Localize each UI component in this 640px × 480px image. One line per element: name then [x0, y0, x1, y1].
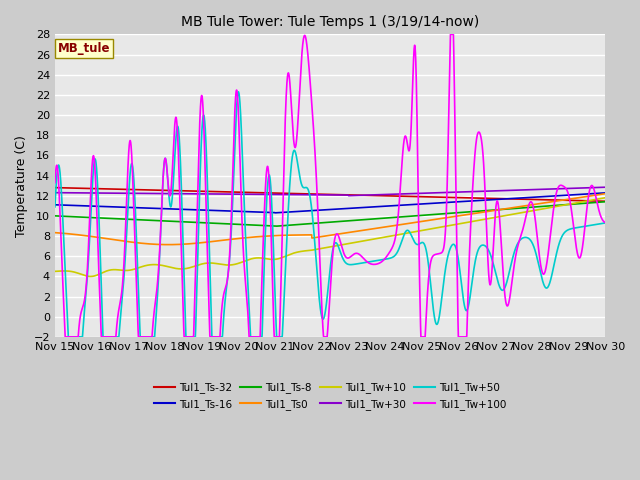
Tul1_Tw+10 — [602, 195, 609, 201]
Line: Tul1_Ts0: Tul1_Ts0 — [55, 193, 605, 245]
Tul1_Ts-8 — [532, 204, 540, 210]
Tul1_Tw+10 — [114, 267, 122, 273]
Tul1_Ts0 — [532, 202, 540, 207]
Tul1_Tw+30 — [114, 190, 122, 196]
Tul1_Ts-16 — [602, 190, 609, 196]
Tul1_Tw+100 — [51, 180, 59, 185]
Tul1_Ts-32 — [591, 198, 598, 204]
Tul1_Ts-32 — [531, 197, 539, 203]
Line: Tul1_Ts-32: Tul1_Ts-32 — [55, 188, 605, 201]
Tul1_Tw+100 — [114, 313, 122, 319]
Tul1_Tw+10 — [532, 207, 540, 213]
Tul1_Ts-16 — [271, 210, 279, 216]
Tul1_Ts-8 — [286, 222, 294, 228]
Tul1_Tw+100 — [447, 32, 454, 37]
Tul1_Ts-16 — [591, 191, 598, 196]
Tul1_Tw+30 — [602, 184, 609, 190]
Tul1_Ts-16 — [262, 209, 270, 215]
Line: Tul1_Tw+30: Tul1_Tw+30 — [55, 187, 605, 196]
Tul1_Tw+30 — [51, 190, 59, 195]
Line: Tul1_Tw+10: Tul1_Tw+10 — [55, 198, 605, 276]
Tul1_Tw+50 — [262, 204, 270, 210]
Tul1_Tw+50 — [51, 204, 59, 210]
Tul1_Tw+100 — [591, 190, 599, 196]
Tul1_Ts-32 — [51, 185, 59, 191]
Tul1_Ts-32 — [602, 198, 609, 204]
Tul1_Tw+50 — [114, 334, 122, 340]
Tul1_Ts0 — [286, 232, 294, 238]
Tul1_Ts-32 — [262, 190, 270, 196]
Tul1_Ts-16 — [51, 202, 59, 208]
Tul1_Ts0 — [147, 241, 154, 247]
Tul1_Ts0 — [114, 237, 122, 243]
Tul1_Tw+50 — [147, 334, 154, 340]
Tul1_Ts0 — [262, 233, 270, 239]
Tul1_Ts-16 — [114, 204, 122, 210]
Tul1_Tw+100 — [602, 220, 609, 226]
Tul1_Tw+100 — [286, 83, 294, 88]
Tul1_Tw+30 — [591, 185, 598, 191]
Tul1_Tw+50 — [591, 222, 599, 228]
Tul1_Ts-8 — [262, 223, 270, 228]
Line: Tul1_Ts-16: Tul1_Ts-16 — [55, 193, 605, 213]
Tul1_Tw+30 — [147, 191, 154, 196]
Tul1_Tw+100 — [61, 334, 69, 340]
Tul1_Tw+50 — [286, 175, 294, 181]
Tul1_Tw+10 — [86, 274, 94, 279]
Tul1_Tw+30 — [262, 192, 270, 197]
Line: Tul1_Tw+50: Tul1_Tw+50 — [55, 92, 605, 337]
Tul1_Tw+100 — [147, 334, 154, 340]
Tul1_Ts-8 — [147, 217, 154, 223]
Tul1_Ts-8 — [114, 216, 122, 222]
Tul1_Ts-16 — [532, 194, 540, 200]
Tul1_Ts0 — [602, 191, 609, 196]
Tul1_Tw+100 — [532, 220, 540, 226]
Tul1_Ts-32 — [286, 191, 294, 196]
Tul1_Tw+10 — [591, 197, 598, 203]
Tul1_Tw+50 — [602, 220, 609, 226]
Tul1_Tw+50 — [65, 334, 72, 340]
Tul1_Ts-16 — [147, 205, 154, 211]
Tul1_Tw+10 — [286, 252, 294, 257]
Y-axis label: Temperature (C): Temperature (C) — [15, 135, 28, 237]
Tul1_Tw+30 — [532, 187, 540, 192]
Tul1_Ts0 — [591, 192, 598, 198]
Tul1_Ts-8 — [271, 223, 279, 229]
Tul1_Tw+50 — [532, 250, 540, 255]
Tul1_Tw+10 — [147, 262, 154, 268]
Tul1_Tw+30 — [286, 192, 294, 197]
Tul1_Ts-32 — [114, 186, 122, 192]
Tul1_Tw+10 — [51, 268, 59, 274]
Tul1_Ts-32 — [147, 187, 154, 193]
Tul1_Ts0 — [164, 242, 172, 248]
Text: MB_tule: MB_tule — [58, 42, 110, 55]
Line: Tul1_Ts-8: Tul1_Ts-8 — [55, 202, 605, 226]
Title: MB Tule Tower: Tule Temps 1 (3/19/14-now): MB Tule Tower: Tule Temps 1 (3/19/14-now… — [181, 15, 479, 29]
Tul1_Ts-16 — [286, 209, 294, 215]
Line: Tul1_Tw+100: Tul1_Tw+100 — [55, 35, 605, 337]
Tul1_Ts-8 — [591, 200, 598, 205]
Tul1_Tw+50 — [235, 89, 243, 95]
Legend: Tul1_Ts-32, Tul1_Ts-16, Tul1_Ts-8, Tul1_Ts0, Tul1_Tw+10, Tul1_Tw+30, Tul1_Tw+50,: Tul1_Ts-32, Tul1_Ts-16, Tul1_Ts-8, Tul1_… — [150, 378, 511, 414]
Tul1_Tw+10 — [262, 256, 270, 262]
Tul1_Ts0 — [51, 230, 59, 236]
Tul1_Tw+30 — [345, 193, 353, 199]
Tul1_Tw+100 — [262, 173, 270, 179]
Tul1_Ts-8 — [51, 213, 59, 219]
Tul1_Ts-8 — [602, 199, 609, 204]
